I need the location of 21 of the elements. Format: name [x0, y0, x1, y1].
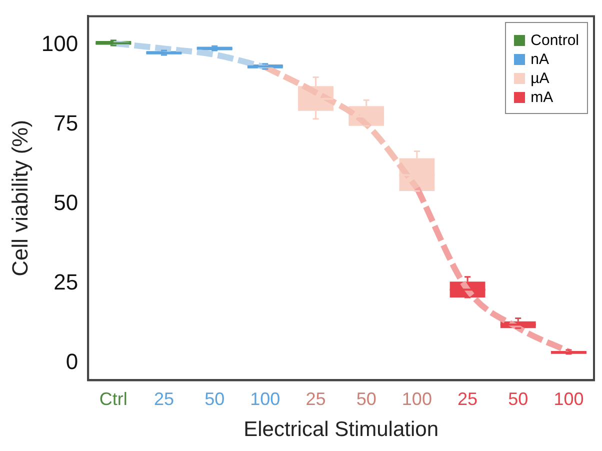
legend-label: mA [530, 88, 554, 108]
x-tick-label: Ctrl [99, 388, 128, 409]
y-tick-label: 75 [54, 110, 78, 136]
x-tick-label: 25 [458, 388, 478, 409]
x-tick-label: 50 [508, 388, 528, 409]
x-tick-label: 50 [204, 388, 225, 409]
y-tick-label: 50 [54, 190, 78, 215]
legend-label: Control [530, 31, 579, 50]
x-axis-title: Electrical Stimulation [244, 418, 439, 442]
y-tick-label: 25 [54, 269, 78, 294]
x-tick-label: 25 [154, 388, 174, 409]
x-tick-label: 100 [250, 388, 280, 409]
legend-label: µA [530, 69, 550, 88]
y-axis-title: Cell viability (%) [7, 120, 32, 276]
x-tick-label: 100 [402, 388, 432, 409]
y-tick-label: 100 [41, 30, 78, 56]
x-tick-label: 25 [306, 388, 326, 409]
x-tick-label: 100 [554, 388, 584, 409]
x-tick-label: 50 [356, 388, 376, 409]
y-tick-label: 0 [66, 348, 78, 374]
legend-label: nA [530, 50, 549, 70]
